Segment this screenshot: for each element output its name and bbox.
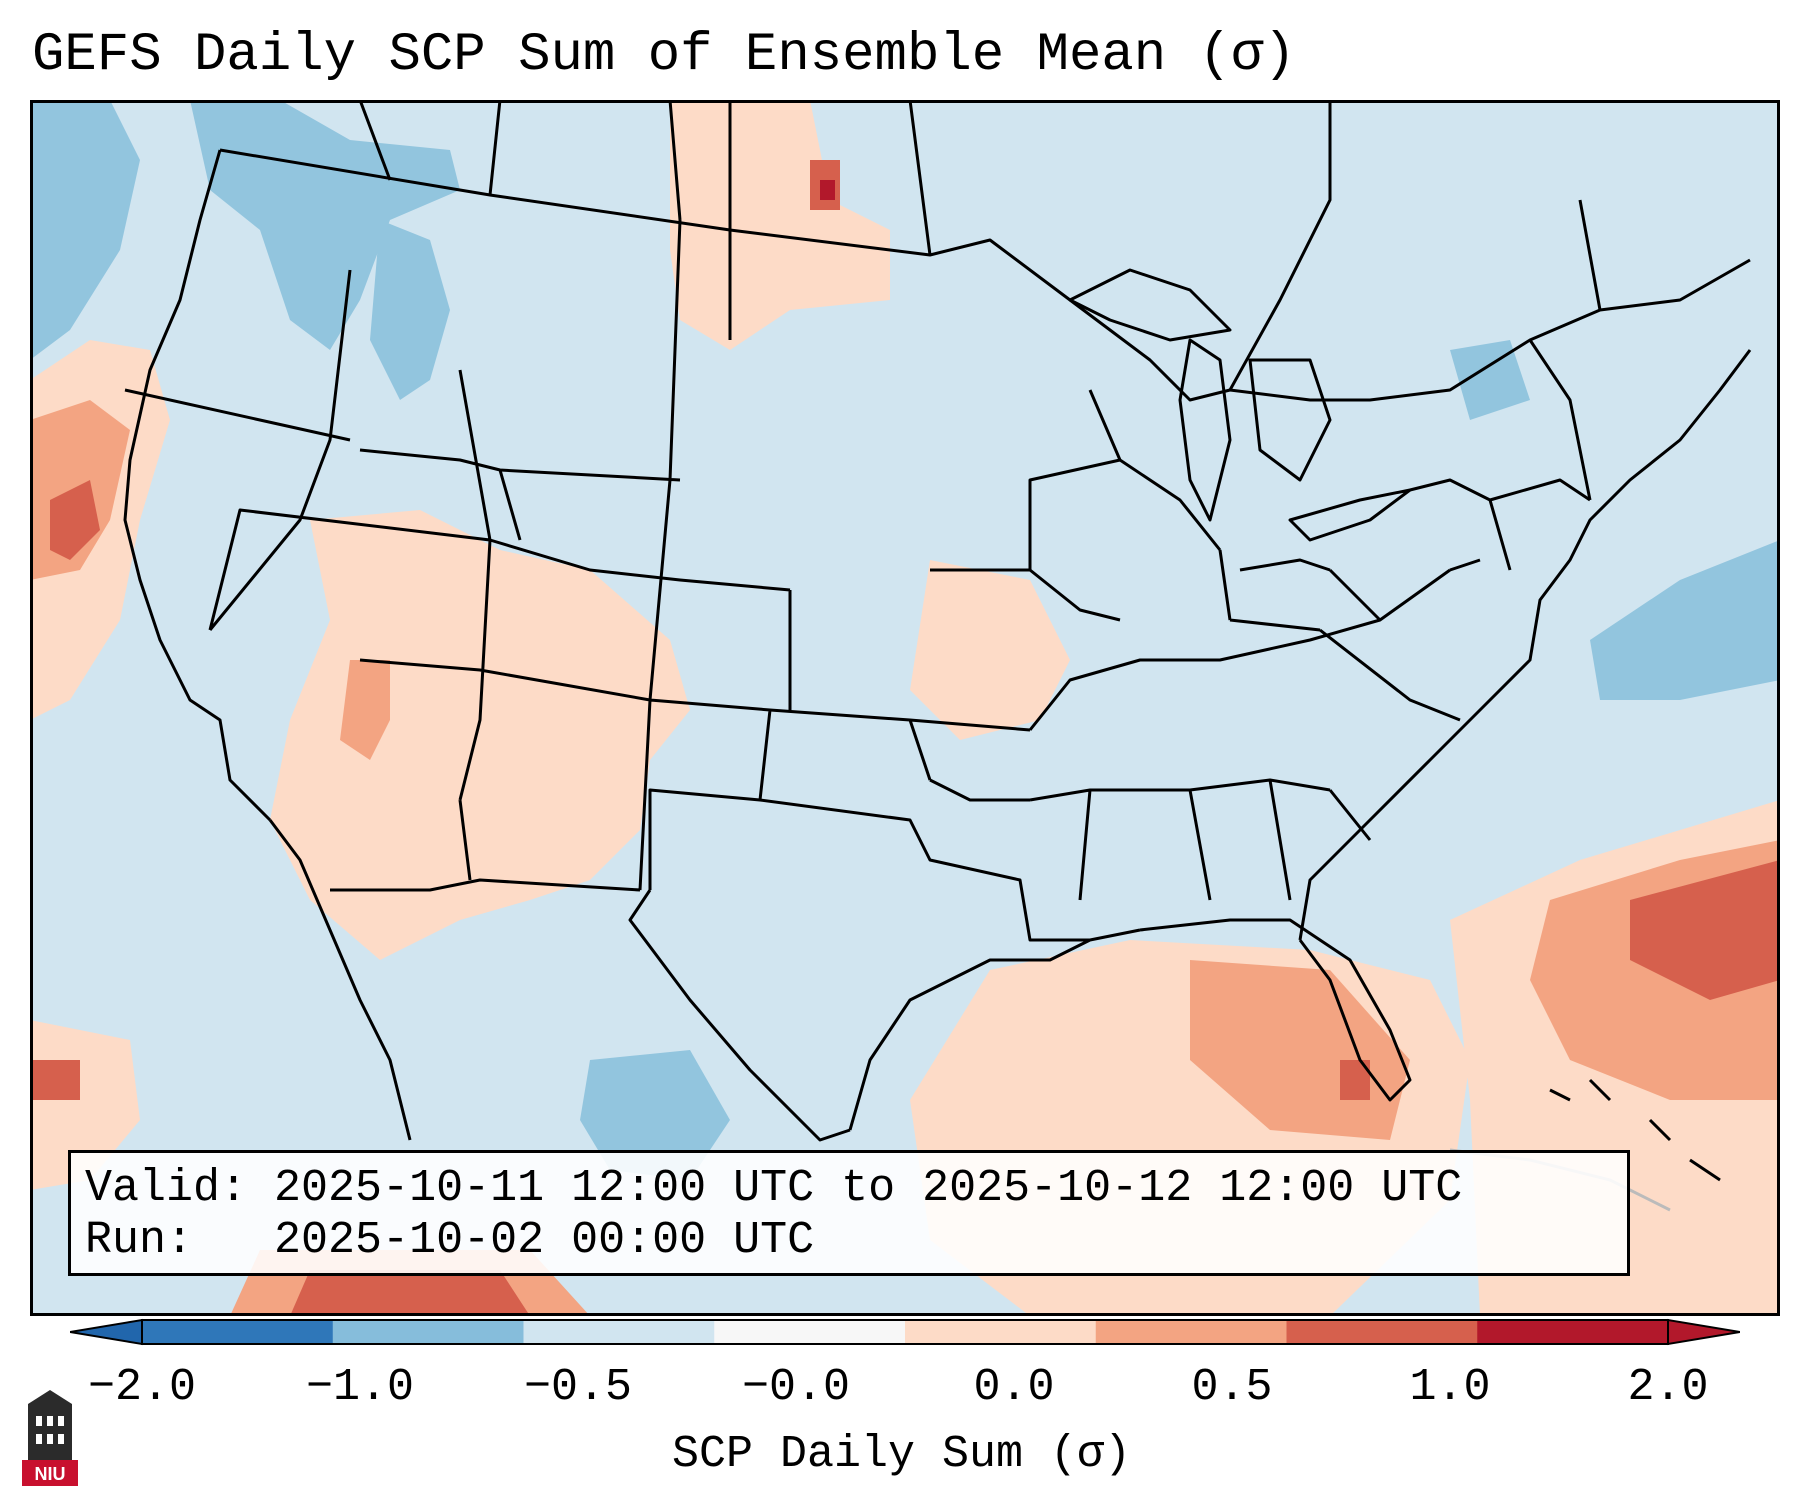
valid-label: Valid:	[85, 1163, 248, 1214]
colorbar-segment	[142, 1320, 334, 1344]
colorbar-segment	[523, 1320, 715, 1344]
east-coast	[1298, 349, 1752, 941]
colorbar-segment	[1286, 1320, 1478, 1344]
west-coast	[123, 149, 272, 822]
colorbar-frame	[141, 1319, 1669, 1345]
colorbar-tick-label: −0.0	[741, 1362, 851, 1413]
colorbar-segment	[905, 1320, 1097, 1344]
valid-row: Valid: 2025-10-11 12:00 UTC to 2025-10-1…	[85, 1163, 1462, 1215]
southwest-pacific-strong	[30, 1060, 80, 1100]
southwest-warm-region	[270, 510, 690, 960]
colorbar-min-extension	[70, 1318, 143, 1346]
mexico-cool-patch	[580, 1050, 730, 1180]
colorbar-tick-label: 1.0	[1409, 1362, 1491, 1413]
logo-banner	[22, 1460, 78, 1486]
lake-superior	[1068, 268, 1232, 342]
colorbar-segment	[332, 1320, 524, 1344]
run-label: Run:	[85, 1215, 194, 1266]
anomaly-field	[30, 100, 1780, 1316]
north-dakota-peak	[820, 180, 835, 200]
run-row: Run: 2025-10-02 00:00 UTC	[85, 1215, 814, 1267]
pacific-strong-core	[50, 480, 100, 560]
colorbar-max-extension	[1667, 1318, 1740, 1346]
colorbar-tick-label: 0.5	[1191, 1362, 1273, 1413]
gulf-strong-cell	[1340, 1060, 1370, 1100]
niu-logo-icon: NIU	[22, 1390, 78, 1486]
northwest-cool-patch	[190, 100, 460, 350]
colorbar-tick-label: 0.0	[973, 1362, 1055, 1413]
logo-tower	[28, 1404, 72, 1460]
map-panel	[30, 100, 1780, 1316]
new-england-cool-patch	[1450, 340, 1530, 420]
arizona-warm-core	[340, 660, 390, 760]
colorbar-tick-label: 2.0	[1627, 1362, 1709, 1413]
florida	[1139, 918, 1412, 1102]
atlantic-cool-region	[1590, 540, 1780, 700]
plains-warm-patch	[910, 560, 1070, 740]
atlantic-strong-core	[1630, 860, 1780, 1000]
colorbar-segment	[1477, 1320, 1669, 1344]
southern-mexico-strong	[290, 1270, 530, 1316]
baja-coast	[268, 819, 412, 1141]
colorbar	[70, 1318, 1740, 1346]
colorbar-tick-label: −0.5	[523, 1362, 633, 1413]
lake-erie	[1288, 488, 1412, 542]
canada-lines	[358, 100, 1602, 391]
lake-michigan	[1178, 338, 1232, 522]
colorbar-tick-label: −2.0	[87, 1362, 197, 1413]
northwest-cool-area	[30, 100, 140, 360]
colorbar-segment	[714, 1320, 906, 1344]
bahamas	[1549, 1078, 1721, 1182]
colorbar-tick-label: −1.0	[305, 1362, 415, 1413]
map-title: GEFS Daily SCP Sum of Ensemble Mean (σ)	[32, 25, 1296, 86]
run-time: 2025-10-02 00:00 UTC	[274, 1215, 815, 1266]
state-lines	[124, 219, 1592, 901]
texas-outline	[628, 788, 1090, 1142]
valid-range: 2025-10-11 12:00 UTC to 2025-10-12 12:00…	[274, 1163, 1463, 1214]
logo-text: NIU	[35, 1464, 66, 1484]
colorbar-label: SCP Daily Sum (σ)	[671, 1429, 1132, 1480]
map-frame	[30, 100, 1780, 1316]
us-canada-border	[219, 148, 1751, 402]
colorbar-segment	[1095, 1320, 1287, 1344]
valid-run-box: Valid: 2025-10-11 12:00 UTC to 2025-10-1…	[68, 1150, 1630, 1276]
lake-huron	[1248, 358, 1332, 482]
north-dakota-warm	[670, 100, 890, 350]
idaho-cool-patch	[370, 220, 450, 400]
